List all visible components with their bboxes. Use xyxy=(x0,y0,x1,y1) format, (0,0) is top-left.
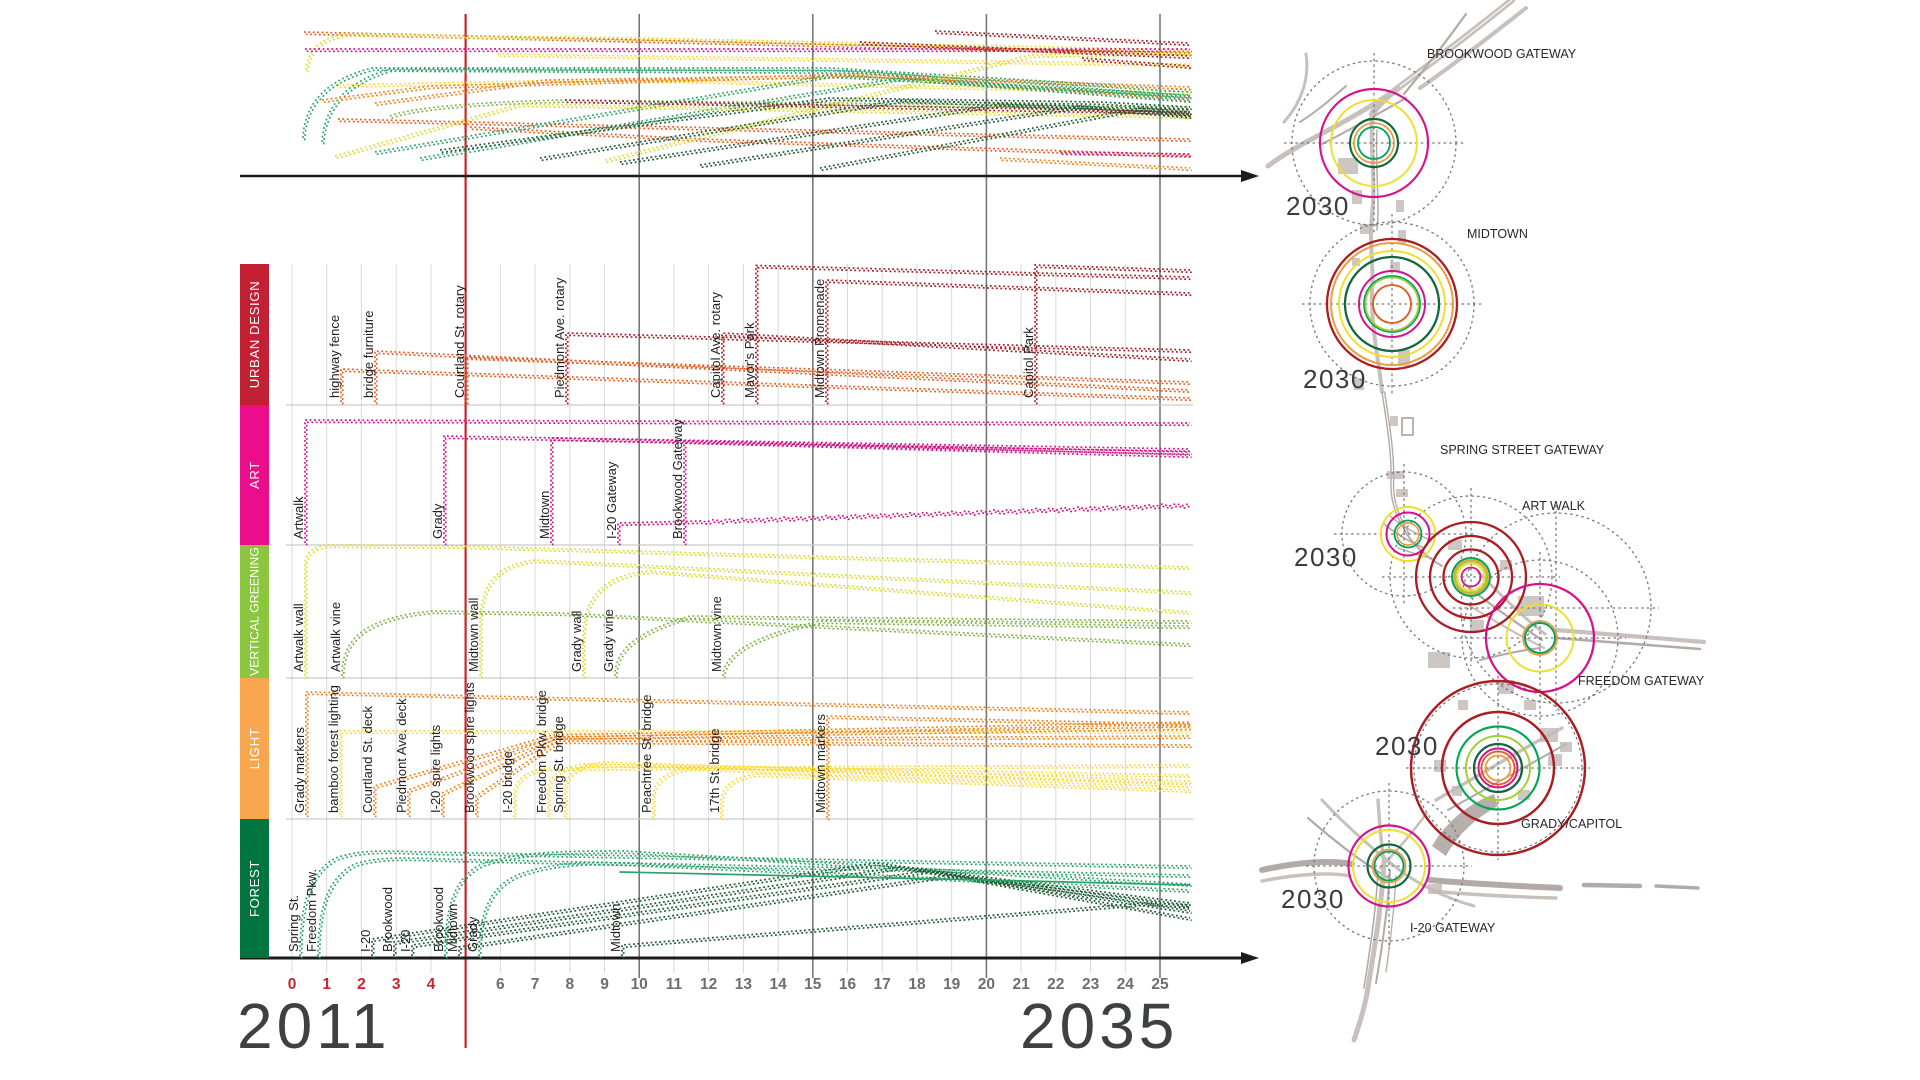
svg-text:BROOKWOOD GATEWAY: BROOKWOOD GATEWAY xyxy=(1427,47,1577,61)
svg-text:Grady: Grady xyxy=(465,916,480,952)
svg-text:2030: 2030 xyxy=(1375,731,1439,761)
svg-text:11: 11 xyxy=(666,976,683,993)
svg-text:bamboo forest lighting: bamboo forest lighting xyxy=(326,685,341,813)
svg-text:23: 23 xyxy=(1082,976,1100,993)
svg-text:Artwalk vine: Artwalk vine xyxy=(328,602,343,672)
svg-text:Midtown Promenade: Midtown Promenade xyxy=(812,279,827,398)
svg-text:8: 8 xyxy=(565,976,574,993)
svg-text:ART: ART xyxy=(247,461,262,489)
svg-text:20: 20 xyxy=(978,976,995,993)
svg-text:Mayor's Park: Mayor's Park xyxy=(742,322,757,398)
svg-text:Grady vine: Grady vine xyxy=(601,609,616,672)
svg-text:18: 18 xyxy=(908,976,926,993)
svg-text:16: 16 xyxy=(839,976,857,993)
svg-text:LIGHT: LIGHT xyxy=(247,728,262,770)
svg-text:Courtland St. deck: Courtland St. deck xyxy=(360,706,375,813)
svg-text:3: 3 xyxy=(392,976,401,993)
svg-text:Capitol Park: Capitol Park xyxy=(1021,327,1036,398)
svg-text:25: 25 xyxy=(1151,976,1169,993)
svg-text:Midtown: Midtown xyxy=(608,904,623,952)
svg-text:Spring St.: Spring St. xyxy=(286,895,301,952)
svg-text:FREEDOM GATEWAY: FREEDOM GATEWAY xyxy=(1578,674,1705,688)
svg-text:2030: 2030 xyxy=(1294,542,1358,572)
svg-text:13: 13 xyxy=(735,976,753,993)
svg-text:2030: 2030 xyxy=(1286,191,1350,221)
svg-text:17th St. bridge: 17th St. bridge xyxy=(707,728,722,813)
svg-text:ART WALK: ART WALK xyxy=(1522,499,1586,513)
svg-text:2030: 2030 xyxy=(1281,884,1345,914)
svg-text:Piedmont Ave. rotary: Piedmont Ave. rotary xyxy=(552,277,567,398)
svg-text:2: 2 xyxy=(357,976,366,993)
svg-text:Midtown: Midtown xyxy=(445,904,460,952)
svg-text:7: 7 xyxy=(531,976,540,993)
svg-text:1: 1 xyxy=(322,976,331,993)
svg-text:2030: 2030 xyxy=(1303,364,1367,394)
svg-text:Artwalk: Artwalk xyxy=(291,496,306,539)
svg-text:Spring St. bridge: Spring St. bridge xyxy=(551,716,566,813)
svg-text:Midtown wall: Midtown wall xyxy=(466,597,481,672)
svg-text:GRADY/CAPITOL: GRADY/CAPITOL xyxy=(1521,817,1622,831)
svg-text:Freedom Pkw. bridge: Freedom Pkw. bridge xyxy=(534,690,549,813)
svg-text:Capitol Ave. rotary: Capitol Ave. rotary xyxy=(708,292,723,398)
svg-text:I-20 bridge: I-20 bridge xyxy=(500,751,515,813)
svg-text:Grady wall: Grady wall xyxy=(569,610,584,672)
svg-text:FOREST: FOREST xyxy=(247,860,262,917)
svg-text:Brookwood spire lights: Brookwood spire lights xyxy=(462,682,477,813)
svg-text:Peachtree St. bridge: Peachtree St. bridge xyxy=(639,694,654,813)
svg-text:Grady markers: Grady markers xyxy=(292,727,307,813)
svg-text:6: 6 xyxy=(496,976,505,993)
svg-text:Brookwood: Brookwood xyxy=(431,887,446,952)
svg-text:Brookwood Gateway: Brookwood Gateway xyxy=(670,419,685,539)
svg-text:Midtown vine: Midtown vine xyxy=(709,596,724,672)
svg-text:I-20 spire lights: I-20 spire lights xyxy=(428,724,443,813)
svg-text:I-20: I-20 xyxy=(398,930,413,952)
svg-text:12: 12 xyxy=(700,976,717,993)
svg-text:Brookwood: Brookwood xyxy=(380,887,395,952)
svg-text:SPRING STREET GATEWAY: SPRING STREET GATEWAY xyxy=(1440,443,1605,457)
svg-text:24: 24 xyxy=(1117,976,1135,993)
svg-text:Courtland St. rotary: Courtland St. rotary xyxy=(452,285,467,398)
svg-text:14: 14 xyxy=(769,976,787,993)
svg-text:I-20 Gateway: I-20 Gateway xyxy=(604,461,619,539)
svg-text:Freedom Pkw.: Freedom Pkw. xyxy=(304,869,319,952)
svg-text:9: 9 xyxy=(600,976,609,993)
svg-text:Artwalk wall: Artwalk wall xyxy=(291,603,306,672)
svg-text:Piedmont Ave. deck: Piedmont Ave. deck xyxy=(394,698,409,813)
svg-text:highway fence: highway fence xyxy=(327,315,342,398)
svg-text:2011: 2011 xyxy=(237,990,391,1062)
svg-text:Midtown markers: Midtown markers xyxy=(813,714,828,813)
svg-text:21: 21 xyxy=(1012,976,1030,993)
svg-text:bridge furniture: bridge furniture xyxy=(361,311,376,398)
svg-text:MIDTOWN: MIDTOWN xyxy=(1467,227,1528,241)
svg-text:15: 15 xyxy=(804,976,822,993)
svg-text:Midtown: Midtown xyxy=(537,491,552,539)
svg-text:2035: 2035 xyxy=(1020,990,1178,1062)
svg-text:URBAN DESIGN: URBAN DESIGN xyxy=(247,281,262,389)
svg-text:10: 10 xyxy=(631,976,648,993)
svg-text:I-20 GATEWAY: I-20 GATEWAY xyxy=(1410,921,1496,935)
svg-text:17: 17 xyxy=(874,976,891,993)
svg-text:I-20: I-20 xyxy=(358,930,373,952)
svg-text:22: 22 xyxy=(1047,976,1064,993)
svg-text:0: 0 xyxy=(288,976,297,993)
svg-text:Grady: Grady xyxy=(430,503,445,539)
svg-text:19: 19 xyxy=(943,976,961,993)
svg-text:4: 4 xyxy=(427,976,436,993)
svg-text:VERTICAL GREENING: VERTICAL GREENING xyxy=(248,547,262,676)
